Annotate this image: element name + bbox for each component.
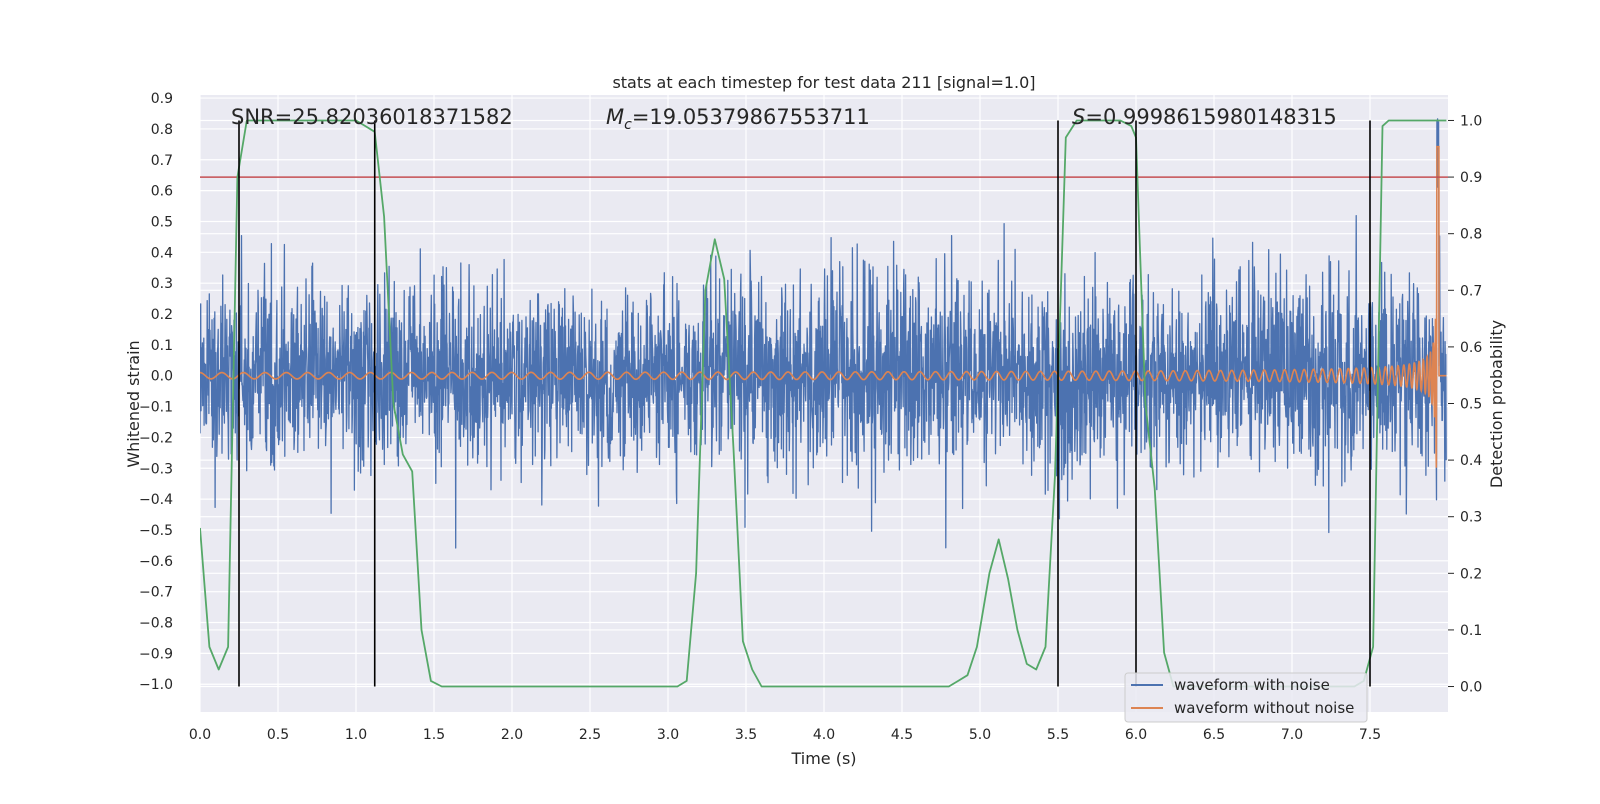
chirp-mass-subscript: c bbox=[624, 117, 632, 133]
score-symbol: S bbox=[1072, 105, 1085, 129]
x-tick-label: 7.0 bbox=[1281, 727, 1303, 743]
x-tick-label: 1.0 bbox=[345, 727, 367, 743]
x-tick-label: 3.5 bbox=[735, 727, 757, 743]
y-tick-label: 0.6 bbox=[151, 184, 173, 200]
y-tick-label: 0.5 bbox=[151, 214, 173, 230]
chirp-mass-annotation: Mc=19.05379867553711 bbox=[606, 105, 870, 133]
y-tick-label: −0.1 bbox=[139, 400, 173, 416]
y-tick-label: −0.7 bbox=[139, 585, 173, 601]
x-tick-label: 6.0 bbox=[1125, 727, 1147, 743]
y2-tick-label: 0.7 bbox=[1460, 283, 1482, 299]
legend-box bbox=[1124, 672, 1368, 723]
y-tick-label: −0.4 bbox=[139, 492, 173, 508]
x-tick-label: 5.5 bbox=[1047, 727, 1069, 743]
y2-tick-label: 0.3 bbox=[1460, 510, 1482, 526]
y-tick-label: 0.1 bbox=[151, 338, 173, 354]
y-tick-label: −0.8 bbox=[139, 616, 173, 632]
chirp-mass-value: =19.05379867553711 bbox=[632, 105, 870, 129]
x-tick-label: 0.5 bbox=[267, 727, 289, 743]
y-tick-label: 0.4 bbox=[151, 245, 173, 261]
chirp-mass-symbol: M bbox=[606, 105, 624, 129]
legend-label-noisy: waveform with noise bbox=[1174, 676, 1330, 694]
y2-tick-label: 0.1 bbox=[1460, 623, 1482, 639]
score-value: =0.9998615980148315 bbox=[1085, 105, 1336, 129]
x-tick-label: 5.0 bbox=[969, 727, 991, 743]
x-tick-label: 1.5 bbox=[423, 727, 445, 743]
series-line-clean bbox=[200, 145, 1447, 468]
y-tick-label: −0.2 bbox=[139, 430, 173, 446]
x-tick-label: 0.0 bbox=[189, 727, 211, 743]
y-tick-label: 0.7 bbox=[151, 153, 173, 169]
chart-title: stats at each timestep for test data 211… bbox=[612, 73, 1035, 92]
y-tick-label: −0.9 bbox=[139, 646, 173, 662]
y-tick-label: −0.5 bbox=[139, 523, 173, 539]
y-tick-label: −0.6 bbox=[139, 554, 173, 570]
y2-tick-label: 0.0 bbox=[1460, 680, 1482, 696]
y-tick-label: 0.0 bbox=[151, 369, 173, 385]
y2-tick-label: 0.9 bbox=[1460, 170, 1482, 186]
x-tick-label: 7.5 bbox=[1359, 727, 1381, 743]
y2-tick-label: 0.8 bbox=[1460, 227, 1482, 243]
y-axis-label: Whitened strain bbox=[124, 340, 143, 467]
y2-tick-label: 0.4 bbox=[1460, 453, 1482, 469]
x-tick-label: 4.5 bbox=[891, 727, 913, 743]
legend-label-clean: waveform without noise bbox=[1174, 699, 1354, 717]
y-tick-label: 0.8 bbox=[151, 122, 173, 138]
y2-tick-label: 0.6 bbox=[1460, 340, 1482, 356]
x-tick-label: 3.0 bbox=[657, 727, 679, 743]
y-tick-label: 0.2 bbox=[151, 307, 173, 323]
axes: 0.0 0.5 1.0 1.5 2.0 2.5 3.0 3.5 4.0 4.5 5.0 5.5 6.0 6… bbox=[139, 91, 1482, 743]
x-tick-label: 2.0 bbox=[501, 727, 523, 743]
legend: waveform with noise waveform without noi… bbox=[1124, 672, 1368, 723]
y-tick-label: −0.3 bbox=[139, 461, 173, 477]
y2-tick-label: 0.5 bbox=[1460, 397, 1482, 413]
y-tick-label: 0.3 bbox=[151, 276, 173, 292]
x-tick-label: 6.5 bbox=[1203, 727, 1225, 743]
vertical-markers bbox=[238, 120, 1371, 687]
x-axis-label: Time (s) bbox=[790, 749, 856, 768]
snr-annotation: SNR=25.82036018371582 bbox=[231, 105, 513, 129]
y-tick-label: 0.9 bbox=[151, 91, 173, 107]
x-tick-label: 4.0 bbox=[813, 727, 835, 743]
y2-tick-label: 0.2 bbox=[1460, 566, 1482, 582]
y2-axis-label: Detection probability bbox=[1487, 320, 1506, 488]
score-annotation: S=0.9998615980148315 bbox=[1072, 105, 1337, 129]
x-tick-label: 2.5 bbox=[579, 727, 601, 743]
y-tick-label: −1.0 bbox=[139, 677, 173, 693]
y2-tick-label: 1.0 bbox=[1460, 113, 1482, 129]
